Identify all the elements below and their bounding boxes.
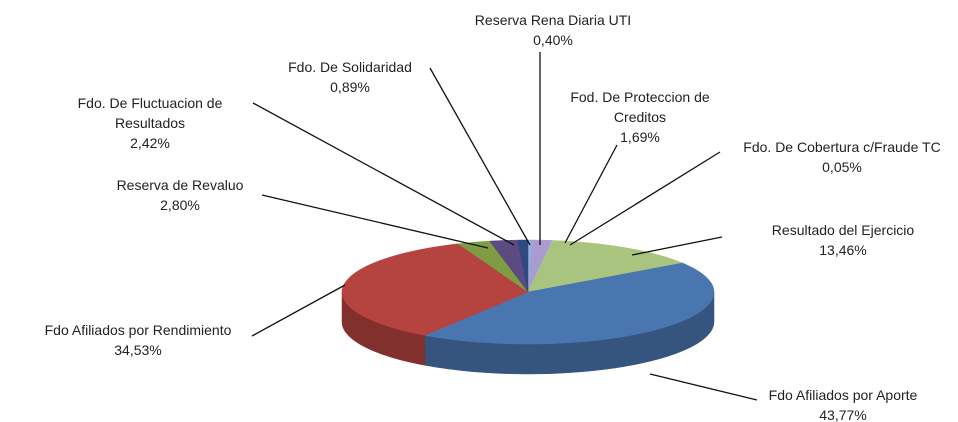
leader-line — [261, 194, 489, 249]
data-label: Fdo. De Fluctuacion de Resultados 2,42% — [50, 93, 250, 153]
label-name: Fdo. De Fluctuacion de Resultados — [77, 95, 223, 131]
leader-line — [252, 102, 515, 246]
label-name: Reserva de Revaluo — [116, 177, 244, 193]
data-label: Fdo Afiliados por Aporte 43,77% — [723, 385, 958, 422]
label-value: 34,53% — [114, 342, 162, 358]
pie-tops — [341, 239, 715, 345]
label-name: Resultado del Ejercicio — [771, 222, 915, 238]
label-value: 0,05% — [822, 159, 862, 175]
label-name: Fdo Afiliados por Rendimiento — [44, 322, 232, 338]
data-label: Resultado del Ejercicio 13,46% — [723, 220, 958, 260]
label-value: 0,40% — [533, 32, 573, 48]
label-name: Fdo. De Cobertura c/Fraude TC — [743, 139, 941, 155]
leader-line — [649, 373, 758, 401]
data-label: Reserva de Revaluo 2,80% — [80, 175, 280, 215]
leader-line — [564, 144, 618, 244]
leader-line — [569, 151, 721, 246]
data-label: Fdo Afiliados por Rendimiento 34,53% — [0, 320, 278, 360]
label-value: 0,89% — [330, 79, 370, 95]
pie-slice — [489, 239, 529, 293]
leader-line — [251, 284, 346, 337]
label-name: Fdo. De Solidaridad — [288, 59, 412, 75]
data-label: Fod. De Proteccion de Creditos 1,69% — [560, 87, 720, 147]
label-name: Fod. De Proteccion de Creditos — [570, 89, 710, 125]
label-name: Reserva Rena Diaria UTI — [474, 12, 632, 28]
pie-slice — [423, 262, 715, 345]
label-name: Fdo Afiliados por Aporte — [768, 387, 918, 403]
data-label: Fdo. De Solidaridad 0,89% — [250, 57, 450, 97]
label-value: 1,69% — [620, 129, 660, 145]
leader-line — [429, 67, 531, 246]
label-value: 13,46% — [819, 242, 867, 258]
leader-line — [631, 236, 723, 256]
data-label: Fdo. De Cobertura c/Fraude TC 0,05% — [742, 137, 942, 177]
data-label: Reserva Rena Diaria UTI 0,40% — [443, 10, 663, 50]
pie-slice — [457, 240, 529, 293]
label-value: 2,80% — [160, 197, 200, 213]
pie-slice — [517, 239, 529, 293]
label-value: 43,77% — [819, 407, 867, 422]
label-value: 2,42% — [130, 135, 170, 151]
